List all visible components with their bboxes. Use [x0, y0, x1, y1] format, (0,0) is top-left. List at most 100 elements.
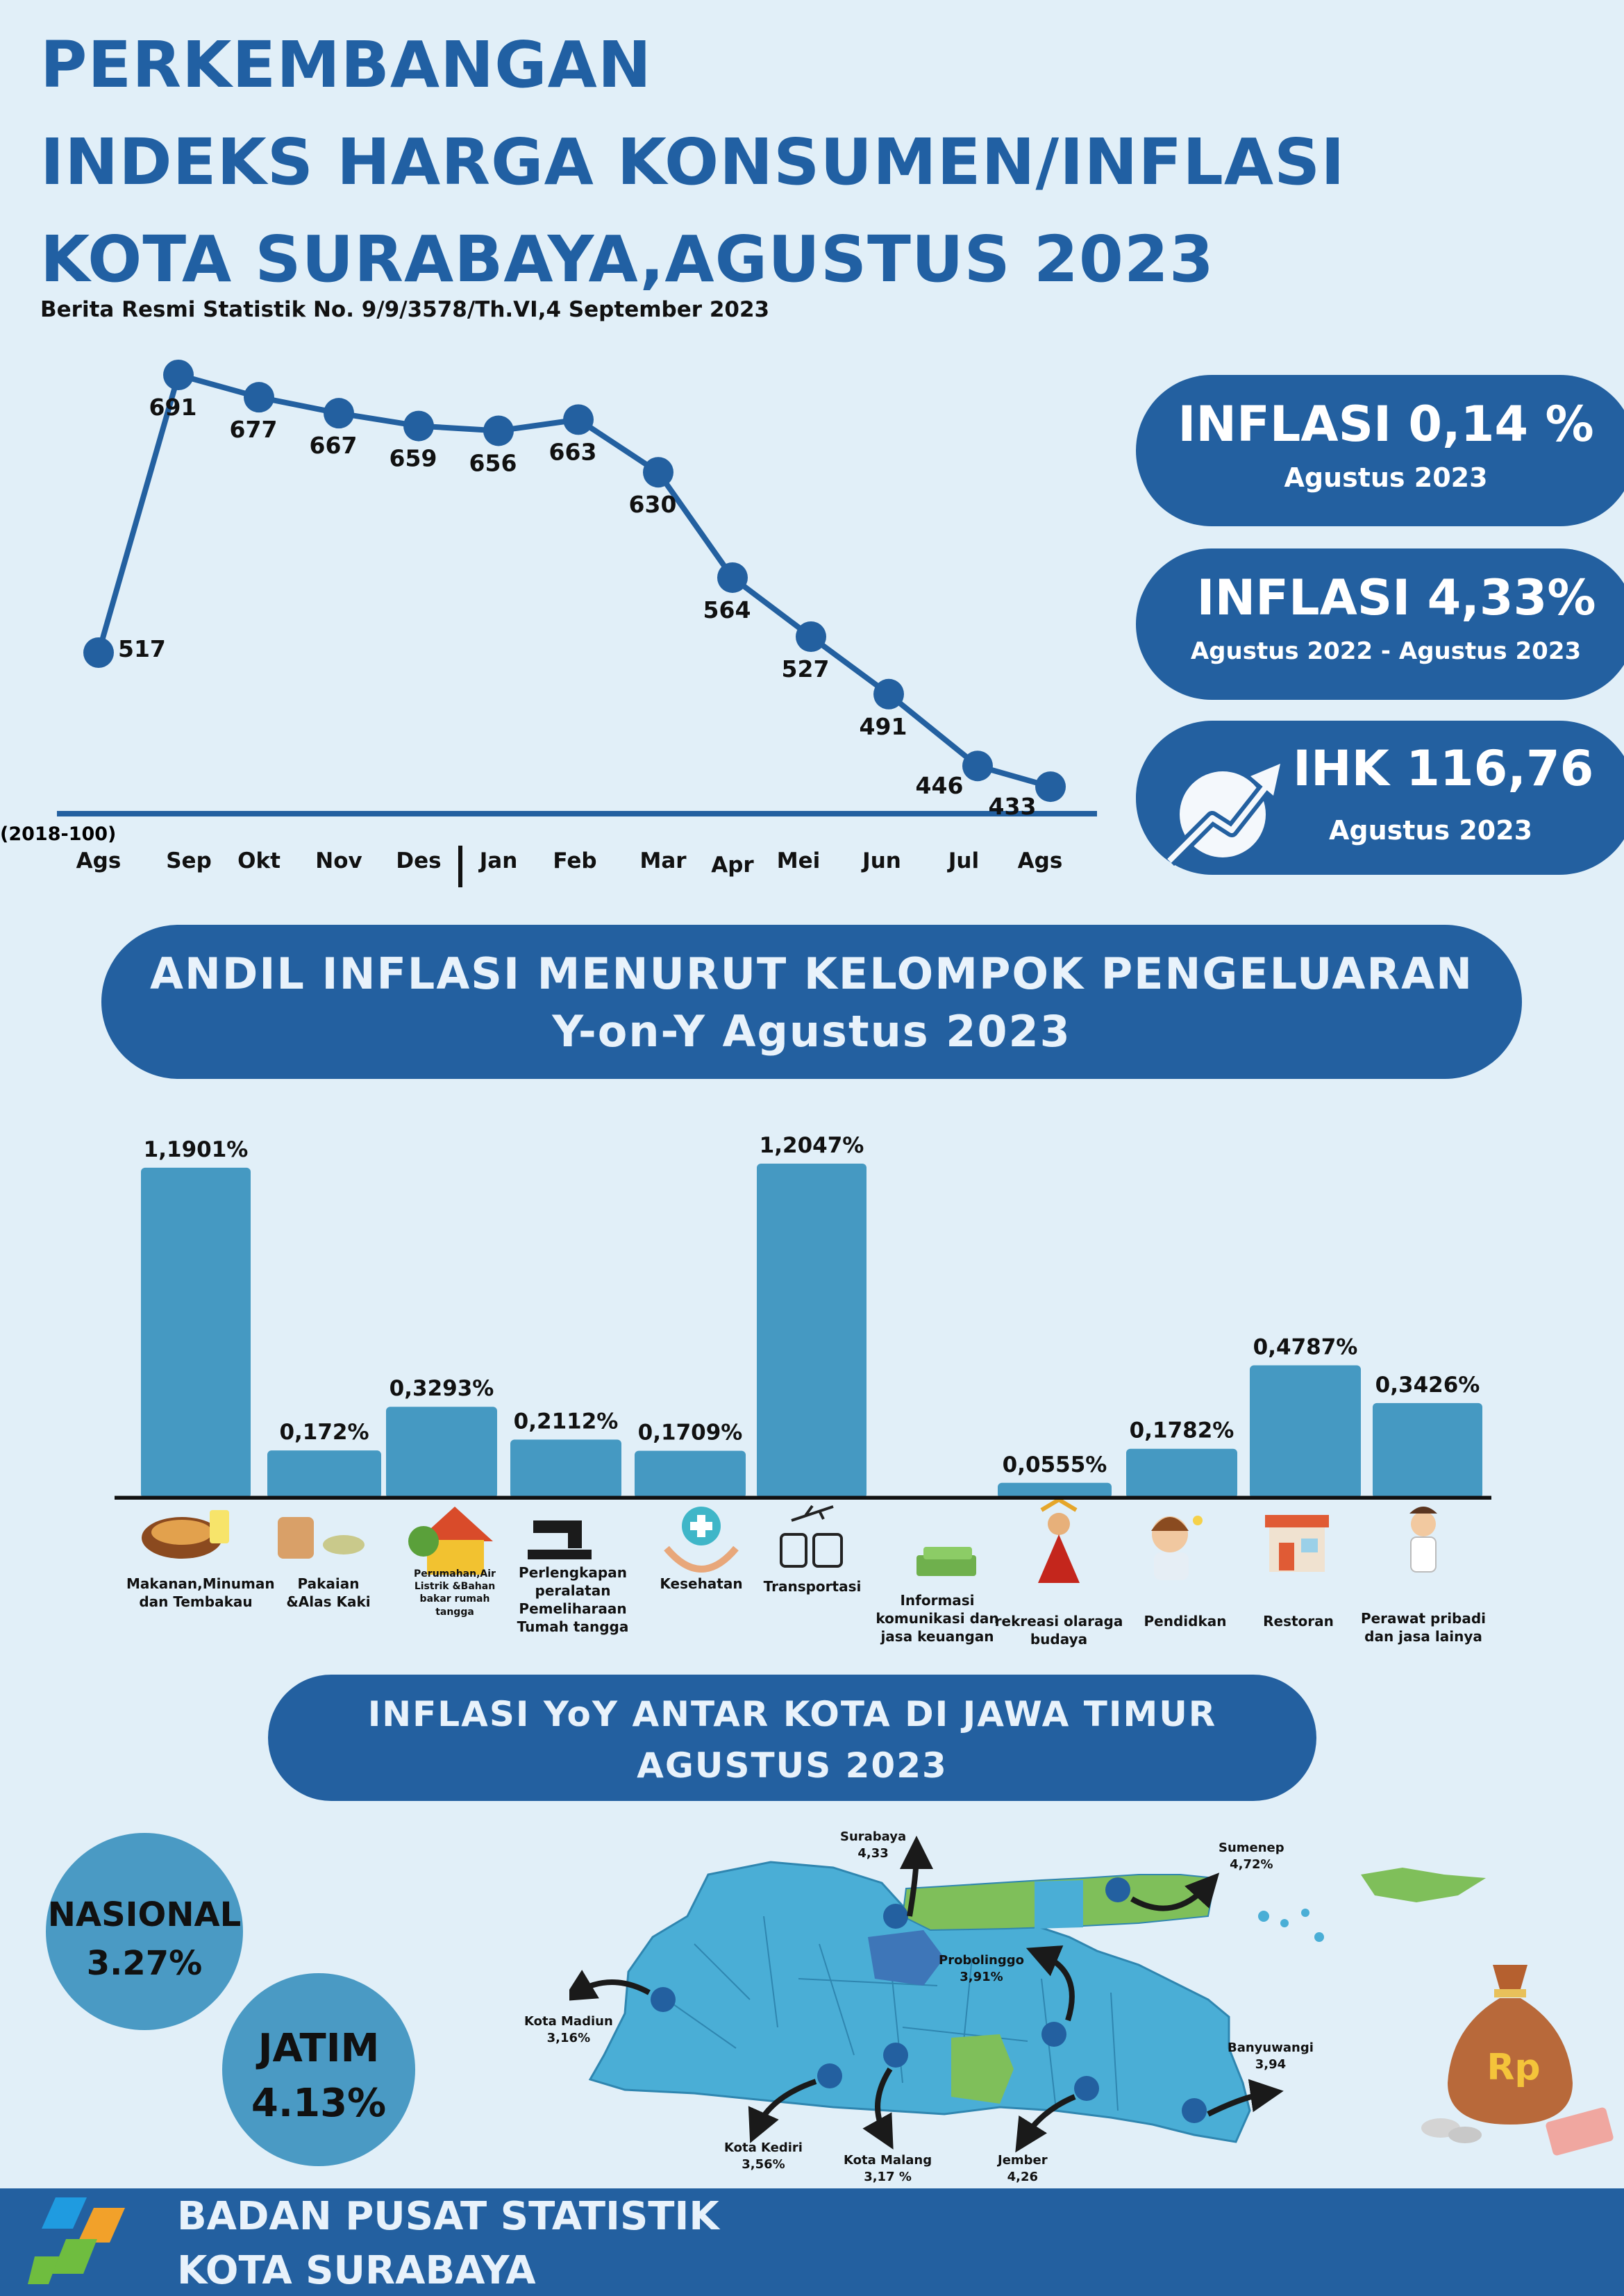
- data-point: [483, 415, 514, 446]
- footer: [0, 2188, 1624, 2296]
- data-label: 691: [149, 394, 197, 421]
- category-label-housing: Perumahan,Air Listrik &Bahan bakar rumah…: [396, 1568, 514, 1618]
- city-value: 4,26: [1007, 2170, 1039, 2185]
- kota-banner: INFLASI YoY ANTAR KOTA DI JAWA TIMUR AGU…: [268, 1675, 1316, 1801]
- data-label: 433: [989, 793, 1037, 820]
- footer-line1: BADAN PUSAT STATISTIK: [177, 2194, 719, 2239]
- city-value: 3,94: [1255, 2057, 1287, 2072]
- bps-logo-icon: [28, 2197, 125, 2284]
- bar-value-label: 0,1709%: [638, 1421, 743, 1446]
- bar: [998, 1482, 1112, 1498]
- category-label-restaurant: Restoran: [1236, 1612, 1361, 1630]
- ihk-value: IHK 116,76: [1293, 740, 1594, 797]
- category-label-line: peralatan: [535, 1582, 611, 1599]
- marker-sumenep: [1105, 1877, 1130, 1902]
- nasional-circle: NASIONAL 3.27%: [46, 1833, 243, 2030]
- food-icon: [142, 1510, 229, 1559]
- city-banyuwangi: Banyuwangi 3,94: [1228, 2040, 1314, 2074]
- data-point: [962, 751, 993, 782]
- kota-banner-line2: AGUSTUS 2023: [637, 1745, 948, 1786]
- category-label-personal-care: Perawat pribadi dan jasa lainya: [1354, 1609, 1493, 1645]
- yoy-inflation-period: Agustus 2022 - Agustus 2023: [1190, 637, 1582, 665]
- base-year-label: (2018-100): [0, 823, 116, 845]
- city-value: 3,16%: [546, 2031, 591, 2046]
- bar: [1250, 1365, 1361, 1498]
- andil-bar-chart: 1,1901% 0,172% 0,3293% 0,2112% 0,1709% 1,2047…: [115, 1133, 1491, 1500]
- category-label-line: Tumah tangga: [517, 1618, 629, 1635]
- city-name: Kota Madiun: [524, 2014, 613, 2029]
- category-label-line: rekreasi olaraga: [994, 1613, 1123, 1629]
- category-label-line: Listrik &Bahan: [414, 1581, 496, 1593]
- andil-banner: ANDIL INFLASI MENURUT KELOMPOK PENGELUAR…: [101, 925, 1522, 1079]
- category-label-ict: Informasi komunikasi dan jasa keuangan: [871, 1591, 1003, 1645]
- title-line-2: INDEKS HARGA KONSUMEN/INFLASI: [40, 125, 1346, 199]
- category-label-line: dan Tembakau: [139, 1593, 253, 1610]
- money-bag-icon: Rp: [1421, 1965, 1614, 2156]
- x-tick-label: Jun: [861, 848, 901, 873]
- city-sumenep: Sumenep 4,72%: [1219, 1840, 1284, 1874]
- category-label-line: tangga: [435, 1606, 474, 1618]
- data-point: [403, 410, 434, 442]
- footer-line2: KOTA SURABAYA: [177, 2248, 536, 2293]
- category-label-line: Perumahan,Air: [414, 1568, 496, 1579]
- ihk-card: IHK 116,76 Agustus 2023: [1136, 721, 1624, 875]
- x-tick-label: Jul: [947, 848, 979, 873]
- category-label-education: Pendidkan: [1123, 1612, 1248, 1630]
- data-label: 527: [782, 655, 830, 682]
- map-islands: [1361, 1868, 1486, 1902]
- house-icon: [408, 1507, 493, 1575]
- category-label-line: budaya: [1030, 1631, 1088, 1648]
- map-green-area: [951, 2034, 1014, 2104]
- city-name: Banyuwangi: [1228, 2041, 1314, 2055]
- restaurant-icon: [1265, 1515, 1329, 1572]
- city-name: Kota Kediri: [724, 2140, 803, 2155]
- bar: [757, 1164, 867, 1498]
- x-tick-label: Okt: [237, 848, 281, 873]
- x-tick-label: Mei: [777, 848, 821, 873]
- x-tick-label: Ags: [1018, 848, 1063, 873]
- category-label-clothing: Pakaian &Alas Kaki: [269, 1575, 387, 1611]
- data-point: [717, 562, 748, 593]
- bar-value-label: 0,0555%: [1003, 1452, 1107, 1477]
- category-label-line: Pendidkan: [1144, 1613, 1227, 1629]
- health-icon: [664, 1507, 739, 1573]
- data-point: [244, 382, 274, 413]
- bar-value-label: 0,3426%: [1375, 1373, 1480, 1398]
- data-point: [324, 398, 354, 429]
- x-tick-label: Jan: [478, 848, 518, 873]
- map-surabaya-area: [868, 1930, 944, 1986]
- subtitle: Berita Resmi Statistik No. 9/9/3578/Th.V…: [40, 297, 770, 322]
- nasional-value: 3.27%: [86, 1944, 203, 1983]
- bar: [1126, 1448, 1237, 1498]
- monthly-inflation-value: INFLASI 0,14 %: [1178, 396, 1594, 453]
- bar: [1373, 1402, 1482, 1498]
- bar-value-label: 0,4787%: [1253, 1334, 1358, 1359]
- marker-surabaya: [883, 1904, 908, 1929]
- nasional-label: NASIONAL: [47, 1895, 242, 1934]
- bar: [141, 1167, 251, 1498]
- city-jember: Jember 4,26: [998, 2152, 1048, 2186]
- jatim-value: 4.13%: [251, 2081, 387, 2126]
- bar: [267, 1450, 381, 1498]
- data-label: 517: [118, 635, 166, 662]
- category-label-line: bakar rumah: [419, 1593, 490, 1605]
- east-java-map: [569, 1836, 1486, 2153]
- ihk-period: Agustus 2023: [1329, 815, 1533, 846]
- marker-banyuwangi: [1182, 2098, 1207, 2123]
- svg-text:Rp: Rp: [1487, 2047, 1540, 2088]
- marker-jember: [1074, 2076, 1099, 2101]
- category-label-line: Makanan,Minuman: [126, 1575, 275, 1592]
- city-value: 3,56%: [742, 2157, 785, 2172]
- city-name: Surabaya: [840, 1829, 907, 1844]
- yoy-inflation-value: INFLASI 4,33%: [1196, 569, 1596, 626]
- x-tick-label: Mar: [639, 848, 687, 873]
- jatim-circle: JATIM 4.13%: [222, 1973, 415, 2166]
- x-tick-label: Des: [396, 848, 441, 873]
- data-point: [796, 621, 826, 653]
- category-label-transport: Transportasi: [750, 1577, 875, 1595]
- category-label-line: Perawat pribadi: [1360, 1610, 1487, 1627]
- bar-value-label: 0,3293%: [390, 1376, 494, 1401]
- data-point: [563, 404, 594, 435]
- x-tick-label: Apr: [711, 853, 754, 878]
- dancer-icon: [1038, 1500, 1080, 1583]
